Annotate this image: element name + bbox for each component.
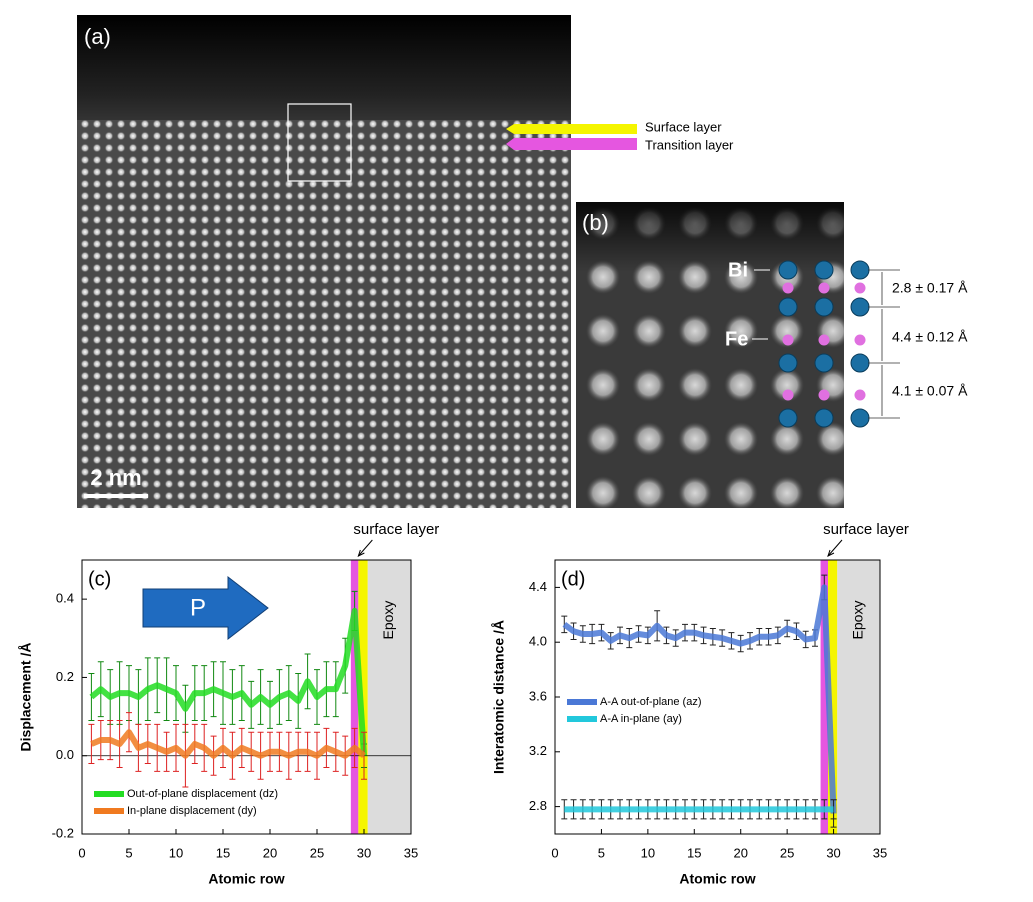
legend-label: In-plane displacement (dy) [127, 805, 257, 817]
x-tick-label: 20 [263, 845, 277, 860]
y-tick-label: 3.2 [529, 743, 547, 758]
x-axis-title: Atomic row [679, 871, 755, 887]
y-axis-title: Displacement /Å [18, 643, 34, 752]
legend-label: A-A in-plane (ay) [600, 713, 682, 725]
layer-marker [506, 124, 637, 134]
y-tick-label: 4.4 [529, 579, 547, 594]
series-line [562, 584, 837, 814]
fe-atoms [782, 282, 866, 401]
layer-band [828, 560, 838, 834]
annotation: surface layer [353, 521, 439, 538]
scale-bar [84, 494, 148, 498]
x-tick-label: 35 [404, 845, 418, 860]
region-label: Epoxy [380, 601, 396, 640]
x-tick-label: 5 [598, 845, 605, 860]
dimension-lines [868, 269, 900, 419]
legend-label: A-A out-of-plane (az) [600, 696, 702, 708]
x-tick-label: 5 [125, 845, 132, 860]
y-tick-label: 0.2 [56, 669, 74, 684]
bi-atoms [778, 260, 870, 428]
y-tick-label: 3.6 [529, 688, 547, 703]
y-tick-label: 0.0 [56, 747, 74, 762]
zoom-box [287, 103, 352, 182]
y-tick-label: -0.2 [52, 825, 74, 840]
annotation-arrow [827, 539, 843, 557]
plot-frame [81, 559, 412, 835]
x-tick-label: 25 [310, 845, 324, 860]
vacuum-region [576, 202, 844, 272]
distance-label: 4.4 ± 0.12 Å [892, 329, 968, 345]
arrow-label: P [190, 594, 206, 621]
x-tick-label: 10 [169, 845, 183, 860]
x-tick-label: 20 [733, 845, 747, 860]
panel-b: (b) Bi Fe 2.8 ± 0.17 Å 4.4 ± 0.12 Å 4.1 … [576, 202, 968, 508]
panel-label: (c) [88, 568, 111, 590]
legend-label: Out-of-plane displacement (dz) [127, 788, 278, 800]
x-tick-label: 0 [78, 845, 85, 860]
layer-label: Surface layer [645, 119, 722, 134]
distance-label: 2.8 ± 0.17 Å [892, 280, 968, 296]
annotation-arrow [357, 539, 373, 557]
annotation: surface layer [823, 521, 909, 538]
layer-label: Transition layer [645, 137, 734, 152]
panel-label: (d) [561, 568, 585, 590]
x-axis-title: Atomic row [208, 871, 284, 887]
series-line [89, 607, 367, 756]
layer-band [367, 560, 411, 834]
layer-band [820, 560, 828, 834]
x-tick-label: 30 [357, 845, 371, 860]
atom-label: Fe [725, 328, 748, 350]
panel-label: (b) [582, 210, 609, 235]
annotation-arrowhead [827, 549, 835, 557]
panel-a: (a) 2 nm Surface layer Transition layer [77, 15, 734, 508]
error-bar [88, 723, 95, 765]
y-tick-label: 0.4 [56, 591, 74, 606]
atom-label: Bi [728, 259, 748, 281]
scale-bar-label: 2 nm [90, 465, 141, 490]
region-label: Epoxy [849, 601, 865, 640]
layer-band [837, 560, 880, 834]
panel-label: (a) [84, 24, 111, 49]
vacuum-region [77, 15, 571, 120]
x-tick-label: 15 [216, 845, 230, 860]
polarization-arrow [142, 575, 269, 641]
x-tick-label: 25 [780, 845, 794, 860]
annotation-arrowhead [357, 549, 365, 557]
y-tick-label: 2.8 [529, 798, 547, 813]
layer-band [350, 560, 359, 834]
series-line [90, 729, 366, 759]
y-axis-title: Interatomic distance /Å [491, 620, 507, 774]
atom-pointers [752, 269, 770, 340]
y-tick-label: 4.0 [529, 634, 547, 649]
error-bar [361, 731, 367, 780]
x-tick-label: 15 [687, 845, 701, 860]
x-tick-label: 30 [826, 845, 840, 860]
x-tick-label: 35 [873, 845, 887, 860]
x-tick-label: 10 [641, 845, 655, 860]
layer-marker [506, 138, 637, 150]
distance-label: 4.1 ± 0.07 Å [892, 383, 968, 399]
x-tick-label: 0 [551, 845, 558, 860]
